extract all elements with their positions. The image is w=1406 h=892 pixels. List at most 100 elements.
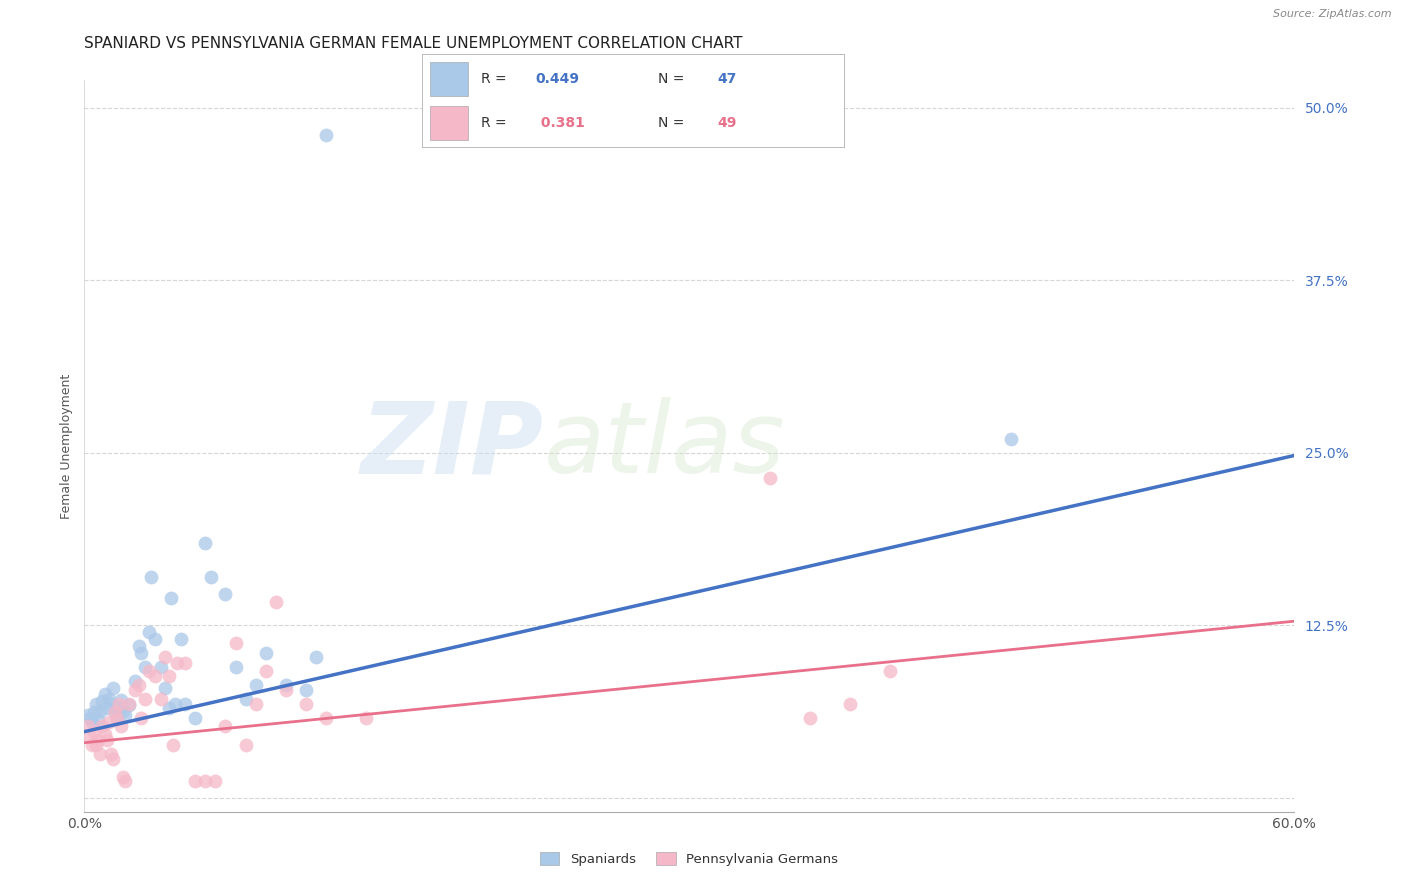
Point bbox=[105, 712, 128, 726]
Text: R =: R = bbox=[481, 72, 510, 86]
Bar bbox=[430, 106, 468, 140]
Point bbox=[149, 691, 172, 706]
Text: 0.449: 0.449 bbox=[536, 72, 579, 86]
Point bbox=[170, 632, 193, 647]
Point bbox=[111, 770, 134, 784]
Point bbox=[91, 719, 114, 733]
Point bbox=[295, 697, 318, 711]
Point bbox=[105, 711, 128, 725]
Point bbox=[174, 697, 197, 711]
Point bbox=[100, 697, 122, 711]
Point bbox=[86, 697, 108, 711]
Point bbox=[89, 704, 111, 718]
Point bbox=[128, 678, 150, 692]
Y-axis label: Female Unemployment: Female Unemployment bbox=[60, 374, 73, 518]
Point bbox=[245, 678, 267, 692]
Point bbox=[200, 570, 222, 584]
Point bbox=[118, 697, 141, 711]
Point bbox=[93, 687, 115, 701]
Point bbox=[93, 727, 115, 741]
Point bbox=[111, 704, 134, 718]
Point bbox=[87, 712, 110, 726]
Point bbox=[274, 683, 297, 698]
Point bbox=[107, 701, 129, 715]
Point bbox=[83, 706, 105, 720]
Point bbox=[758, 471, 780, 485]
Text: Source: ZipAtlas.com: Source: ZipAtlas.com bbox=[1274, 9, 1392, 19]
Point bbox=[157, 669, 180, 683]
Point bbox=[129, 711, 152, 725]
Point bbox=[254, 646, 277, 660]
Text: N =: N = bbox=[658, 116, 689, 130]
Text: R =: R = bbox=[481, 116, 510, 130]
Text: 0.381: 0.381 bbox=[536, 116, 585, 130]
Text: atlas: atlas bbox=[544, 398, 786, 494]
Point bbox=[77, 719, 100, 733]
Point bbox=[214, 587, 236, 601]
Point bbox=[118, 698, 141, 713]
Point bbox=[82, 739, 104, 753]
Point bbox=[114, 774, 136, 789]
Point bbox=[97, 691, 120, 706]
Point bbox=[235, 691, 257, 706]
Point bbox=[356, 711, 378, 725]
Point bbox=[153, 650, 176, 665]
Point bbox=[101, 752, 124, 766]
Point bbox=[879, 664, 901, 678]
Point bbox=[83, 724, 105, 739]
Point bbox=[245, 697, 267, 711]
Point bbox=[315, 711, 337, 725]
Text: N =: N = bbox=[658, 72, 689, 86]
Point bbox=[96, 733, 118, 747]
Point bbox=[139, 570, 162, 584]
Bar bbox=[430, 62, 468, 95]
Point bbox=[315, 128, 337, 143]
Point bbox=[114, 708, 136, 723]
Point bbox=[162, 739, 184, 753]
Point bbox=[128, 639, 150, 653]
Point bbox=[274, 678, 297, 692]
Point bbox=[143, 632, 166, 647]
Point bbox=[138, 625, 160, 640]
Point bbox=[82, 714, 104, 729]
Point bbox=[174, 656, 197, 670]
Point bbox=[214, 719, 236, 733]
Point bbox=[160, 591, 183, 605]
Point bbox=[77, 708, 100, 723]
Point bbox=[295, 683, 318, 698]
Point bbox=[129, 646, 152, 660]
Point bbox=[107, 697, 129, 711]
Point bbox=[87, 733, 110, 747]
Point bbox=[149, 660, 172, 674]
Point bbox=[225, 636, 247, 650]
Point bbox=[225, 660, 247, 674]
Point bbox=[100, 747, 122, 761]
Point bbox=[124, 673, 146, 688]
Point bbox=[799, 711, 821, 725]
Point bbox=[124, 683, 146, 698]
Text: 47: 47 bbox=[717, 72, 737, 86]
Point bbox=[110, 719, 132, 733]
Point bbox=[1000, 432, 1022, 446]
Text: SPANIARD VS PENNSYLVANIA GERMAN FEMALE UNEMPLOYMENT CORRELATION CHART: SPANIARD VS PENNSYLVANIA GERMAN FEMALE U… bbox=[84, 36, 742, 51]
Point bbox=[254, 664, 277, 678]
Point bbox=[89, 747, 111, 761]
Point bbox=[194, 774, 217, 789]
Point bbox=[104, 706, 127, 720]
Point bbox=[143, 669, 166, 683]
Point bbox=[101, 681, 124, 695]
Point bbox=[165, 697, 187, 711]
Point bbox=[79, 729, 101, 743]
Text: ZIP: ZIP bbox=[361, 398, 544, 494]
Point bbox=[157, 701, 180, 715]
Point bbox=[204, 774, 226, 789]
Point bbox=[79, 711, 101, 725]
Point bbox=[110, 693, 132, 707]
Point bbox=[839, 697, 862, 711]
Point bbox=[97, 714, 120, 729]
Point bbox=[184, 711, 207, 725]
Legend: Spaniards, Pennsylvania Germans: Spaniards, Pennsylvania Germans bbox=[534, 847, 844, 871]
Text: 49: 49 bbox=[717, 116, 737, 130]
Point bbox=[305, 650, 328, 665]
Point bbox=[153, 681, 176, 695]
